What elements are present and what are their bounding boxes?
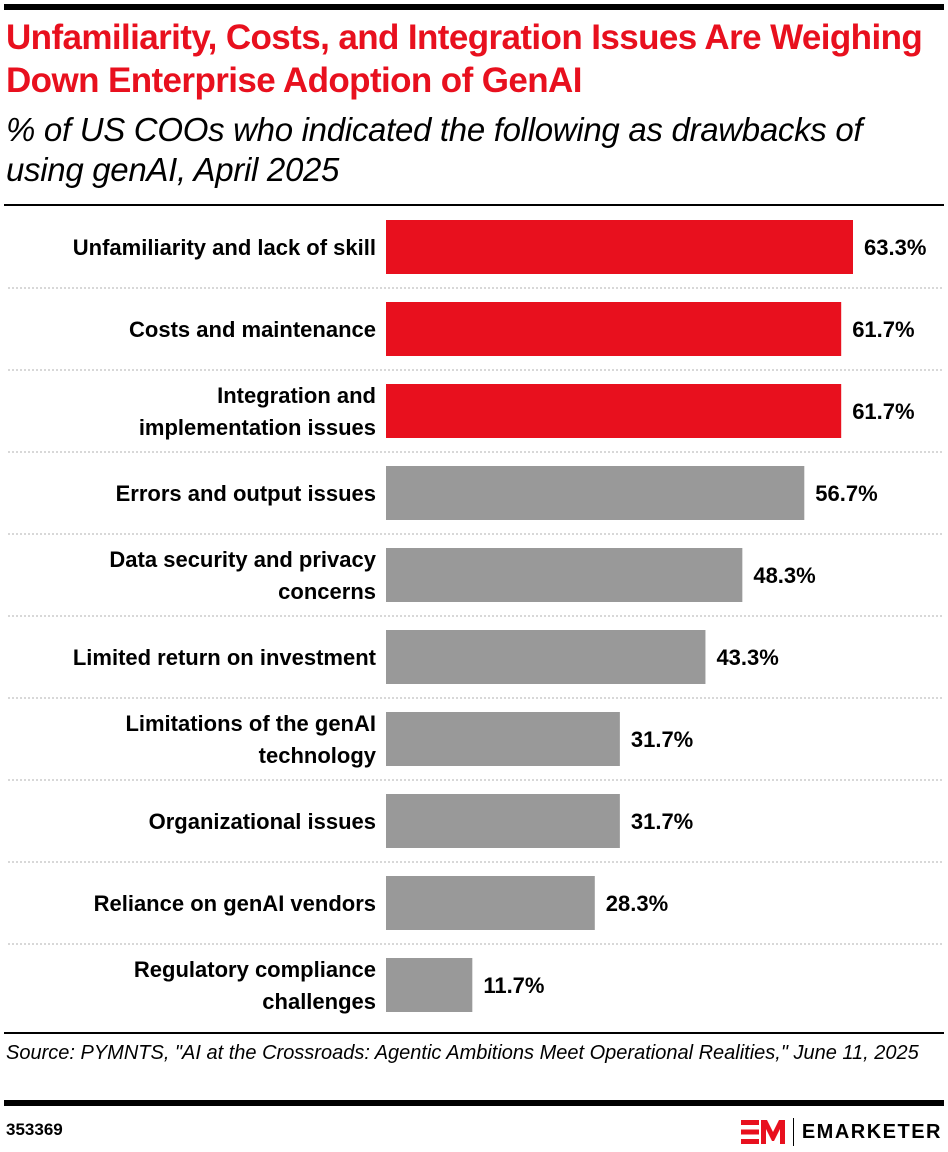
category-label: Data security and privacy — [109, 547, 376, 572]
logo-divider — [792, 1118, 794, 1146]
footer-rule — [4, 1100, 944, 1106]
bar-row: Errors and output issues 56.7% — [116, 466, 878, 520]
value-label: 11.7% — [483, 973, 544, 998]
chart-subtitle: % of US COOs who indicated the following… — [6, 111, 863, 188]
bar-row: Unfamiliarity and lack of skill 63.3% — [73, 220, 926, 274]
value-label: 31.7% — [631, 727, 693, 752]
value-label: 43.3% — [716, 645, 778, 670]
category-label: Limitations of the genAI — [125, 711, 376, 736]
chart-bottom-rule — [4, 1032, 944, 1034]
value-label: 63.3% — [864, 235, 926, 260]
category-label: Costs and maintenance — [129, 317, 376, 342]
bar — [386, 958, 473, 1012]
category-label: Integration and — [217, 383, 376, 408]
category-label: concerns — [278, 579, 376, 604]
chart-title: Unfamiliarity, Costs, and Integration Is… — [6, 18, 923, 100]
bar — [386, 548, 743, 602]
category-label: Limited return on investment — [73, 645, 377, 670]
value-label: 31.7% — [631, 809, 693, 834]
category-label: challenges — [262, 989, 376, 1014]
brand-name: EMARKETER — [801, 1120, 942, 1143]
bar-row: Regulatory compliance challenges 11.7% — [134, 957, 545, 1014]
category-label: Regulatory compliance — [134, 957, 376, 982]
category-label: Reliance on genAI vendors — [94, 891, 376, 916]
bar — [386, 384, 842, 438]
value-label: 61.7% — [852, 317, 914, 342]
bar-row: Limitations of the genAI technology 31.7% — [125, 711, 693, 768]
bar-row: Integration and implementation issues 61.7… — [139, 383, 915, 440]
chart-id: 353369 — [6, 1120, 63, 1139]
bar-row: Limited return on investment 43.3% — [73, 630, 779, 684]
emarketer-logo: EMARKETER — [740, 1117, 942, 1147]
category-label: implementation issues — [139, 415, 376, 440]
bar — [386, 220, 853, 274]
bar-row: Data security and privacy concerns 48.3% — [109, 547, 815, 604]
bar — [386, 302, 842, 356]
value-label: 56.7% — [815, 481, 877, 506]
category-label: Organizational issues — [149, 809, 376, 834]
value-label: 48.3% — [753, 563, 815, 588]
category-label: Unfamiliarity and lack of skill — [73, 235, 376, 260]
value-label: 61.7% — [852, 399, 914, 424]
bar-row: Organizational issues 31.7% — [149, 794, 693, 848]
bar-row: Reliance on genAI vendors 28.3% — [94, 876, 668, 930]
category-label: technology — [259, 743, 377, 768]
bar — [386, 466, 805, 520]
category-label: Errors and output issues — [116, 481, 376, 506]
top-rule — [4, 4, 944, 10]
bar — [386, 876, 595, 930]
bar — [386, 794, 620, 848]
bar-row: Costs and maintenance 61.7% — [129, 302, 915, 356]
value-label: 28.3% — [606, 891, 668, 916]
header-divider — [4, 204, 944, 206]
bar — [386, 712, 620, 766]
bar — [386, 630, 706, 684]
em-logo-icon — [740, 1120, 785, 1144]
source-note: Source: PYMNTS, "AI at the Crossroads: A… — [6, 1042, 919, 1064]
bar-chart: Unfamiliarity and lack of skill 63.3% Cost… — [8, 220, 944, 1014]
